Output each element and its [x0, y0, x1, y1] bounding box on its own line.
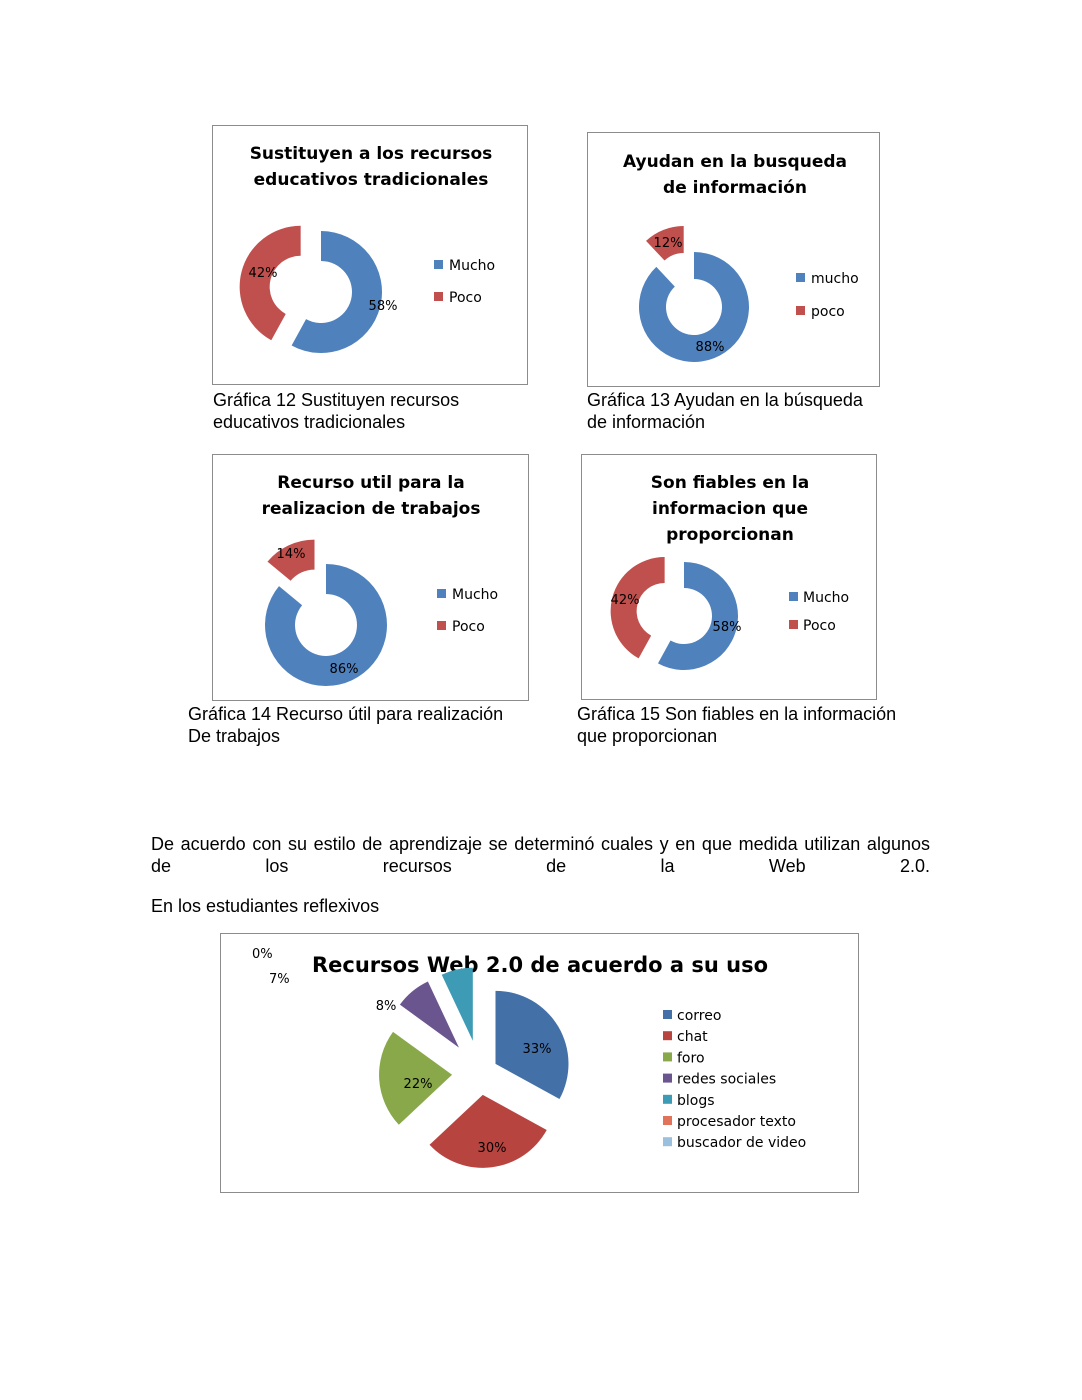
data-label-poco: 42% [611, 593, 640, 608]
legend-swatch-poco [437, 621, 446, 630]
legend-swatch [663, 1052, 672, 1062]
data-label-mucho: 88% [696, 340, 725, 355]
data-label-procesador: 0% [252, 947, 273, 962]
legend-label-mucho: Mucho [803, 590, 849, 606]
slice-poco [239, 225, 301, 341]
legend-label: buscador de video [677, 1135, 806, 1151]
chart-12: Sustituyen a los recursos educativos tra… [212, 125, 528, 385]
legend-label-poco: Poco [803, 618, 836, 634]
chart-14: Recurso util para la realizacion de trab… [212, 454, 529, 701]
chart-title-line: Son fiables en la [651, 473, 809, 493]
data-label-correo: 33% [523, 1042, 552, 1057]
chart-title-line: informacion que [652, 499, 808, 519]
slice-mucho [265, 564, 387, 686]
legend-swatch-mucho [434, 260, 443, 269]
slices [639, 225, 749, 362]
legend-swatch-poco [796, 306, 805, 315]
legend-swatch [663, 1116, 672, 1125]
caption-g14: Gráfica 14 Recurso útil para realización… [188, 704, 504, 746]
chart-title-line: de información [663, 178, 807, 198]
legend-label-mucho: Mucho [449, 258, 495, 274]
chart-15-svg: Son fiables en la informacion que propor… [610, 473, 849, 670]
data-label-mucho: 86% [330, 662, 359, 677]
legend-swatch-poco [434, 292, 443, 301]
data-label-poco: 14% [277, 547, 306, 562]
chart-13: Ayudan en la busqueda de información 88%… [587, 132, 880, 387]
slice-correo [495, 990, 569, 1100]
legend-label-poco: Poco [452, 619, 485, 635]
legend-swatch [663, 1137, 672, 1147]
legend-label-poco: Poco [449, 290, 482, 306]
legend-swatch-poco [789, 620, 798, 629]
caption-g13: Gráfica 13 Ayudan en la búsqueda de info… [587, 390, 863, 432]
data-label-mucho: 58% [713, 620, 742, 635]
legend-label: chat [677, 1029, 708, 1045]
data-label-poco: 12% [654, 236, 683, 251]
slices [610, 557, 738, 670]
legend-label-poco: poco [811, 304, 845, 320]
slice-mucho [291, 231, 382, 353]
chart-15: Son fiables en la informacion que propor… [581, 454, 877, 700]
slice-redes-sociales [399, 981, 459, 1048]
slice-mucho [639, 252, 749, 362]
slice-blogs [441, 967, 473, 1041]
chart-12-svg: Sustituyen a los recursos educativos tra… [239, 144, 495, 353]
legend-label: foro [677, 1050, 705, 1066]
chart-13-svg: Ayudan en la busqueda de información 88%… [623, 152, 859, 362]
legend-swatch [663, 1010, 672, 1019]
data-label-foro: 22% [404, 1077, 433, 1092]
caption-g12: Gráfica 12 Sustituyen recursos educativo… [213, 390, 460, 432]
chart-recursos-web: Recursos Web 2.0 de acuerdo a su uso 33%… [220, 933, 859, 1193]
chart-title-line: realizacion de trabajos [262, 499, 481, 519]
legend-swatch-mucho [437, 589, 446, 598]
slice-poco [646, 225, 684, 261]
chart-14-svg: Recurso util para la realizacion de trab… [262, 473, 498, 686]
slices [265, 539, 387, 686]
caption-g15: Gráfica 15 Son fiables en la información… [577, 704, 897, 746]
paragraph-reflexivos: En los estudiantes reflexivos [151, 896, 380, 916]
chart-title-line: proporcionan [666, 525, 794, 545]
legend-label-mucho: mucho [811, 271, 859, 287]
legend-label: procesador texto [677, 1114, 796, 1130]
legend-label-mucho: Mucho [452, 587, 498, 603]
data-label-mucho: 58% [369, 299, 398, 314]
slice-mucho [657, 562, 738, 670]
slices [379, 967, 569, 1168]
chart-recursos-svg: Recursos Web 2.0 de acuerdo a su uso 33%… [312, 953, 806, 1168]
slice-poco [610, 557, 665, 659]
legend-label: correo [677, 1008, 721, 1024]
slice-chat [429, 1094, 547, 1168]
slice-poco [267, 539, 315, 581]
legend-swatch-mucho [789, 592, 798, 601]
paragraph-web20: De acuerdo con su estilo de aprendizaje … [151, 834, 930, 876]
legend-label: blogs [677, 1093, 715, 1109]
data-label-redes: 8% [376, 999, 397, 1014]
legend-label: redes sociales [677, 1072, 776, 1088]
chart-title-line: educativos tradicionales [254, 170, 489, 190]
legend-swatch-mucho [796, 273, 805, 282]
chart-title-line: Recurso util para la [277, 473, 464, 493]
chart-title-line: Ayudan en la busqueda [623, 152, 847, 172]
slices [239, 225, 382, 353]
legend-swatch [663, 1031, 672, 1041]
slice-foro [379, 1031, 453, 1125]
data-label-chat: 30% [478, 1141, 507, 1156]
chart-title: Recursos Web 2.0 de acuerdo a su uso [312, 953, 768, 977]
data-label-poco: 42% [249, 266, 278, 281]
chart-title-line: Sustituyen a los recursos [250, 144, 493, 164]
legend-swatch [663, 1073, 672, 1083]
data-label-blogs: 7% [269, 972, 290, 987]
legend-swatch [663, 1094, 672, 1104]
